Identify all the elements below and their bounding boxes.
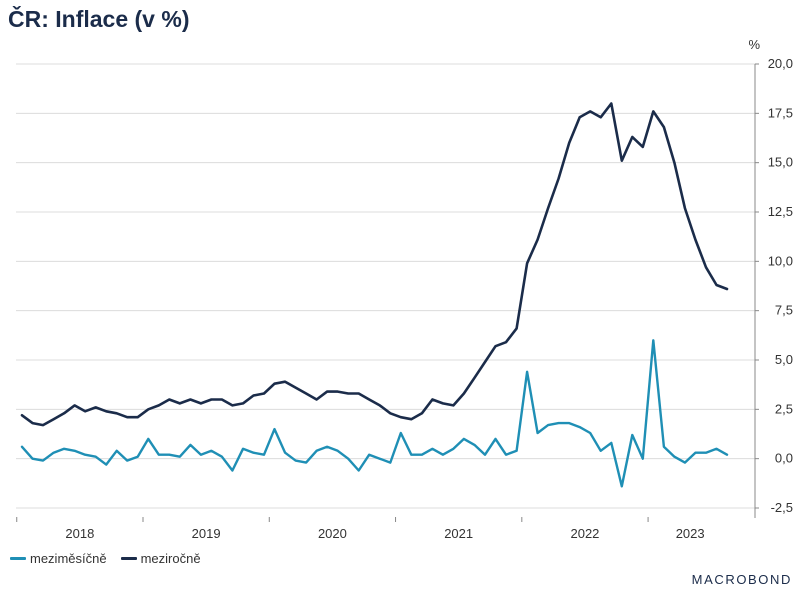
chart-title: ČR: Inflace (v %) <box>8 6 190 32</box>
y-tick-label: 0,0 <box>775 451 793 466</box>
y-tick-label: 2,5 <box>775 401 793 416</box>
y-tick-label: 17,5 <box>768 105 793 120</box>
macrobond-logo: MACROBOND <box>691 572 792 587</box>
x-tick-label: 2021 <box>444 526 473 541</box>
y-tick-label: -2,5 <box>771 500 793 515</box>
y-tick-label: 5,0 <box>775 352 793 367</box>
x-tick-label: 2018 <box>65 526 94 541</box>
x-tick-label: 2020 <box>318 526 347 541</box>
y-axis-unit: % <box>748 37 760 52</box>
y-tick-label: 12,5 <box>768 204 793 219</box>
series-line-yoy <box>20 102 729 427</box>
series-line-mom <box>20 339 729 488</box>
y-tick-label: 20,0 <box>768 56 793 71</box>
x-tick-label: 2019 <box>192 526 221 541</box>
legend-swatch-yoy <box>120 556 137 560</box>
legend-label-yoy: meziročně <box>140 550 201 566</box>
legend-item-yoy: meziročně <box>120 550 201 566</box>
legend-swatch-mom <box>10 556 26 560</box>
legend-item-mom: meziměsíčně <box>10 551 107 566</box>
x-tick-label: 2023 <box>676 526 705 541</box>
legend: meziměsíčně meziročně <box>10 549 215 567</box>
y-tick-label: 7,5 <box>775 303 793 318</box>
y-tick-label: 10,0 <box>768 253 793 268</box>
legend-label-mom: meziměsíčně <box>30 550 107 566</box>
x-tick-label: 2022 <box>570 526 599 541</box>
y-tick-label: 15,0 <box>768 155 793 170</box>
